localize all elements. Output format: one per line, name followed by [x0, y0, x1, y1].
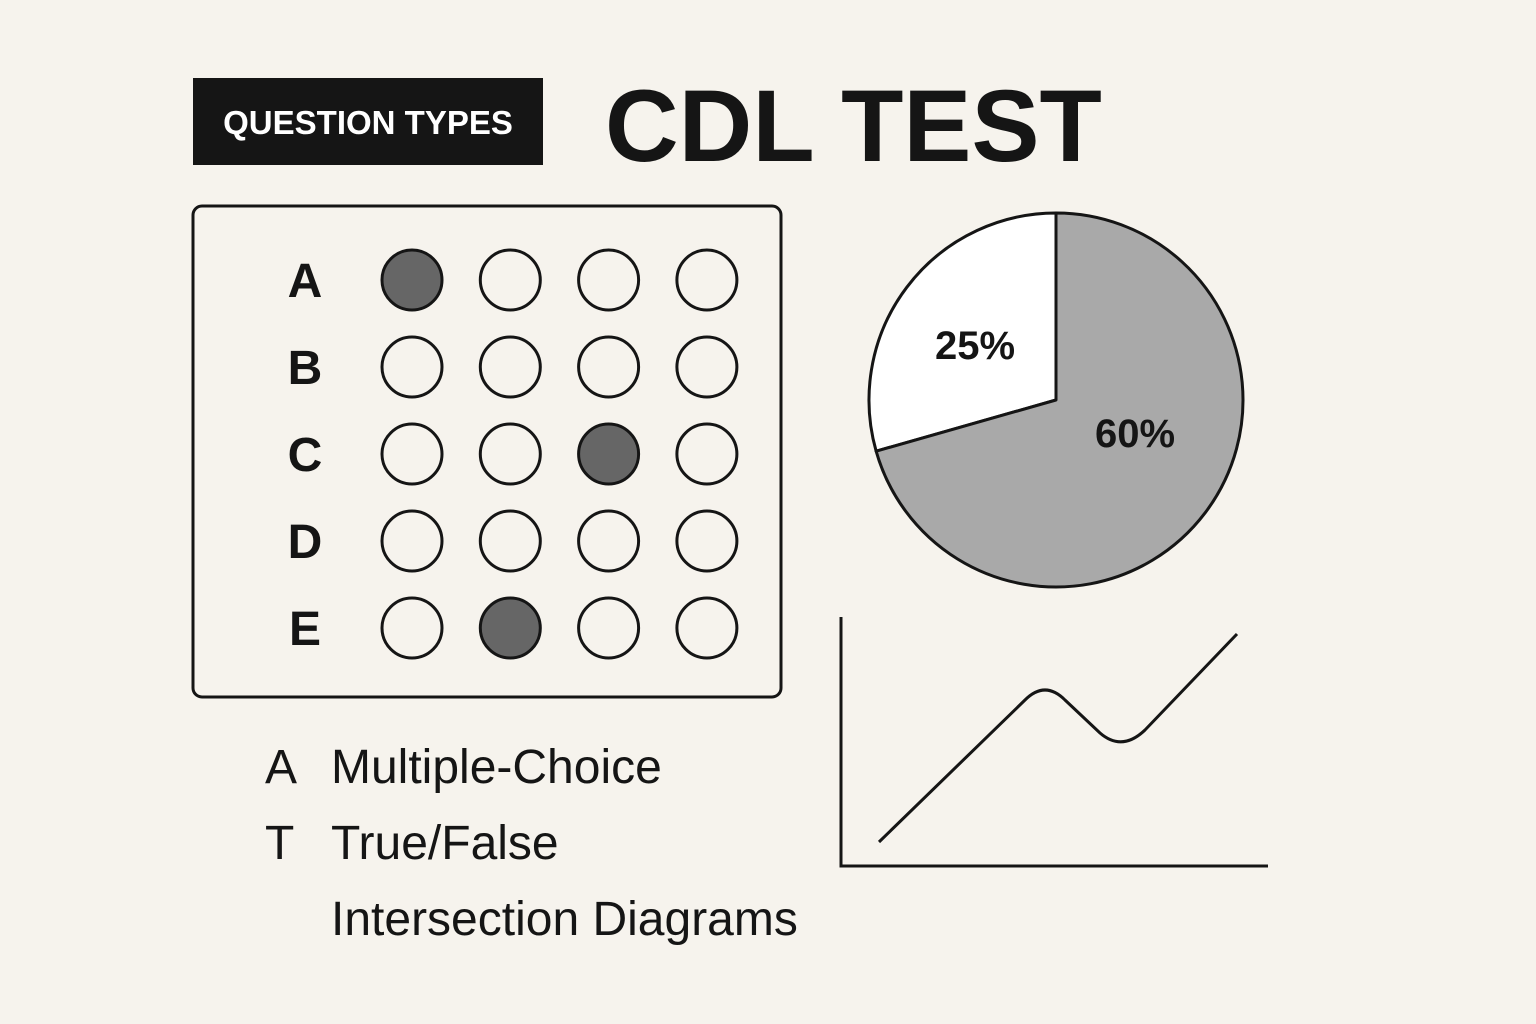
- question-types: A Multiple-Choice T True/False Intersection …: [265, 741, 798, 946]
- bubble: [478, 422, 542, 486]
- badge-box: [193, 78, 543, 165]
- row-label: D: [288, 516, 323, 569]
- bubble: [478, 248, 542, 312]
- row-label: E: [289, 603, 321, 656]
- bubble: [675, 596, 739, 660]
- bubble: [675, 248, 739, 312]
- title: CDL TEST: [605, 69, 1102, 183]
- pie-slice: [867, 211, 1058, 453]
- row-label: C: [288, 429, 323, 482]
- row-label: B: [288, 342, 323, 395]
- answer-sheet: [191, 204, 783, 699]
- bubble: [380, 596, 444, 660]
- axes: [839, 617, 1268, 868]
- bubble: [380, 422, 444, 486]
- bubble: [380, 509, 444, 573]
- filled-bubble: [380, 248, 444, 312]
- bubble: [577, 248, 641, 312]
- bubble: [675, 422, 739, 486]
- type-key: T: [265, 817, 294, 870]
- line-illustration: [839, 617, 1268, 868]
- bubble: [577, 596, 641, 660]
- bubble: [577, 509, 641, 573]
- bubble: [675, 509, 739, 573]
- bubble: [478, 335, 542, 399]
- pie-slice: [874, 211, 1245, 589]
- type-name: Multiple-Choice: [331, 741, 662, 794]
- pie: 25% 60%: [867, 211, 1245, 589]
- pie-label: 60%: [1095, 412, 1175, 456]
- type-key: A: [265, 741, 297, 794]
- pie-label: 25%: [935, 324, 1015, 368]
- badge-text: QUESTION TYPES: [223, 104, 513, 141]
- bubble: [380, 335, 444, 399]
- filled-bubble: [478, 596, 542, 660]
- type-name: True/False: [331, 817, 559, 870]
- filled-bubble: [577, 422, 641, 486]
- row-label: A: [288, 255, 323, 308]
- type-name: Intersection Diagrams: [331, 893, 798, 946]
- bubble: [675, 335, 739, 399]
- trend-line: [877, 632, 1239, 844]
- bubble: [577, 335, 641, 399]
- bubble: [478, 509, 542, 573]
